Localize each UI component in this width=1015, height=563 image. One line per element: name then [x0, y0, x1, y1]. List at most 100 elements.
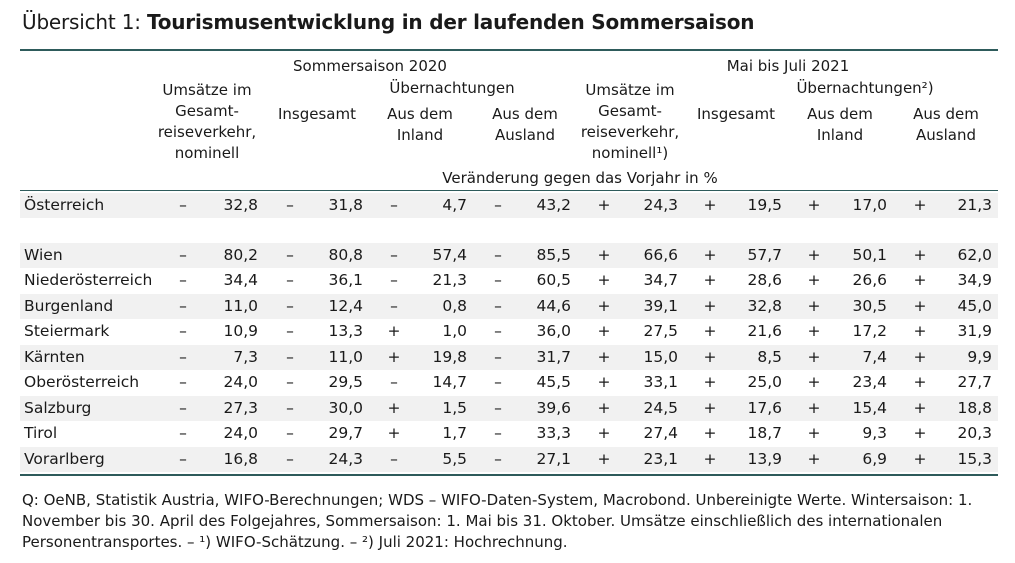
row-label: Wien: [24, 246, 63, 264]
cell-sign: +: [703, 373, 717, 391]
cell-value: 57,4: [432, 246, 467, 264]
col-header-line: Aus dem: [387, 105, 453, 123]
cell-value: 7,3: [233, 348, 258, 366]
col-header-line: Umsätze im: [585, 81, 675, 99]
cell-value: 29,5: [328, 373, 363, 391]
row-label: Steiermark: [24, 322, 110, 340]
cell-sign: –: [286, 196, 294, 214]
col-header-line: Ausland: [916, 126, 976, 144]
cell-sign: –: [286, 271, 294, 289]
cell-sign: –: [179, 424, 187, 442]
col-header-line: Gesamt-: [175, 102, 239, 120]
cell-value: 30,5: [852, 297, 887, 315]
cell-sign: –: [494, 399, 502, 417]
col-header-ausland-2021: Aus dem Ausland: [896, 104, 996, 146]
cell-value: 8,5: [757, 348, 782, 366]
cell-sign: –: [390, 373, 398, 391]
cell-value: 12,4: [328, 297, 363, 315]
table-row: Tirol – 24,0 – 29,7 +1,7 – 33,3 +27,4 +18,7 +9,3 +2…: [20, 422, 998, 447]
cell-sign: –: [390, 196, 398, 214]
cell-value: 32,8: [223, 196, 258, 214]
cell-sign: –: [390, 246, 398, 264]
cell-sign: +: [807, 196, 821, 214]
cell-sign: –: [179, 322, 187, 340]
col-header-line: Ausland: [495, 126, 555, 144]
col-header-ausland-2020: Aus dem Ausland: [475, 104, 575, 146]
cell-sign: +: [913, 399, 927, 417]
cell-sign: +: [807, 348, 821, 366]
cell-sign: –: [286, 450, 294, 468]
cell-value: 6,9: [862, 450, 887, 468]
cell-sign: +: [597, 297, 611, 315]
cell-sign: –: [494, 246, 502, 264]
cell-value: 11,0: [328, 348, 363, 366]
sub-header-uebernachtungen-2020: Übernachtungen: [389, 79, 515, 97]
cell-sign: +: [807, 271, 821, 289]
cell-value: 39,1: [643, 297, 678, 315]
cell-value: 24,3: [328, 450, 363, 468]
col-header-line: reiseverkehr,: [580, 123, 680, 141]
col-header-insgesamt-2021: Insgesamt: [697, 105, 775, 123]
cell-sign: –: [286, 246, 294, 264]
cell-sign: +: [913, 348, 927, 366]
cell-sign: +: [807, 322, 821, 340]
cell-value: 39,6: [536, 399, 571, 417]
cell-value: 1,5: [442, 399, 467, 417]
header-rule: [20, 190, 998, 191]
col-header-line: nominell: [174, 144, 240, 162]
col-header-line: Aus dem: [913, 105, 979, 123]
cell-value: 18,8: [957, 399, 992, 417]
top-rule: [20, 49, 998, 51]
cell-value: 45,5: [536, 373, 571, 391]
cell-sign: –: [494, 373, 502, 391]
table-row: Burgenland – 11,0 – 12,4 – 0,8 – 44,6 +39,1 +32,8 +…: [20, 295, 998, 320]
bottom-rule: [20, 474, 998, 476]
row-stripe: [20, 396, 998, 421]
cell-sign: –: [494, 424, 502, 442]
cell-value: 20,3: [957, 424, 992, 442]
cell-sign: +: [807, 297, 821, 315]
cell-sign: +: [913, 246, 927, 264]
cell-sign: +: [807, 399, 821, 417]
cell-sign: +: [913, 322, 927, 340]
cell-sign: –: [179, 399, 187, 417]
cell-sign: +: [703, 424, 717, 442]
col-header-line: Umsätze im: [162, 81, 252, 99]
cell-value: 31,9: [957, 322, 992, 340]
cell-value: 13,3: [328, 322, 363, 340]
cell-value: 18,7: [747, 424, 782, 442]
cell-value: 21,3: [432, 271, 467, 289]
table-row: Oberösterreich – 24,0 – 29,5 – 14,7 – 45,5 +33,1 +…: [20, 371, 998, 396]
row-stripe: [20, 243, 998, 268]
cell-value: 21,6: [747, 322, 782, 340]
col-header-insgesamt-2020: Insgesamt: [278, 105, 356, 123]
col-header-line: Inland: [396, 126, 444, 144]
cell-sign: +: [703, 196, 717, 214]
cell-sign: +: [703, 322, 717, 340]
cell-value: 1,7: [442, 424, 467, 442]
row-label: Österreich: [24, 196, 105, 214]
cell-sign: +: [913, 297, 927, 315]
cell-value: 15,4: [852, 399, 887, 417]
table-row: Wien – 80,2 – 80,8 – 57,4 – 85,5 +66,6 +57,7 +50,1 +…: [20, 244, 998, 269]
cell-value: 10,9: [223, 322, 258, 340]
cell-sign: +: [703, 399, 717, 417]
cell-value: 28,6: [747, 271, 782, 289]
cell-sign: +: [597, 373, 611, 391]
cell-sign: +: [913, 450, 927, 468]
cell-sign: +: [597, 348, 611, 366]
cell-value: 31,8: [328, 196, 363, 214]
cell-sign: –: [179, 196, 187, 214]
cell-sign: +: [597, 196, 611, 214]
col-header-umsaetze-2021: Umsätze im Gesamt- reiseverkehr, nominel…: [570, 80, 690, 164]
cell-value: 24,0: [223, 373, 258, 391]
cell-sign: –: [494, 271, 502, 289]
row-label: Oberösterreich: [24, 373, 140, 391]
cell-value: 9,3: [862, 424, 887, 442]
cell-value: 27,3: [223, 399, 258, 417]
col-header-line: Gesamt-: [598, 102, 662, 120]
cell-sign: –: [494, 348, 502, 366]
table-row: Vorarlberg – 16,8 – 24,3 – 5,5 – 27,1 +23,1 +13,9 +…: [20, 448, 998, 473]
cell-value: 80,2: [223, 246, 258, 264]
page-title: Übersicht 1: Tourismusentwicklung in der…: [22, 10, 755, 34]
